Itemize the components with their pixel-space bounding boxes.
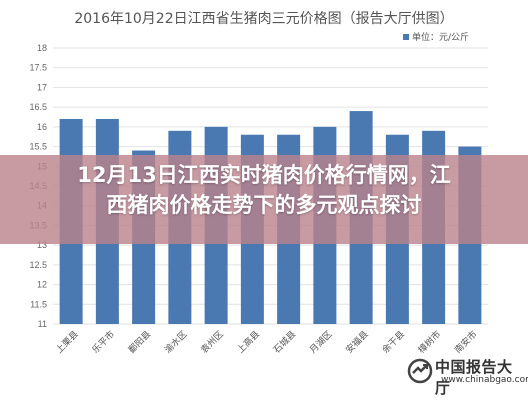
x-tick-label: 渝水区 [162, 328, 189, 355]
chart-title: 2016年10月22日江西省生猪肉三元价格图（报告大厅供图） [74, 11, 454, 27]
y-tick-label: 17 [37, 82, 47, 92]
x-tick-label: 鄱阳县 [126, 329, 152, 355]
headline-line-2: 西猪肉价格走势下的多元观点探讨 [106, 193, 422, 217]
unit-legend: 单位：元/公斤 [403, 30, 469, 43]
watermark: 中国报告大厅 www.chinabgao.com [395, 355, 528, 397]
x-tick-label: 乐平市 [89, 328, 116, 355]
x-tick-label: 上栗县 [54, 329, 80, 355]
y-tick-label: 11 [38, 319, 47, 329]
headline: 12月13日江西实时猪肉价格行情网，江 西猪肉价格走势下的多元观点探讨 [20, 160, 508, 220]
report-hall-logo-icon [407, 358, 433, 384]
x-tick-label: 上高县 [234, 328, 261, 355]
y-tick-label: 12.5 [29, 260, 47, 270]
x-tick-label: 余干县 [379, 328, 406, 355]
headline-band [0, 155, 528, 244]
x-tick-label: 安福县 [343, 328, 370, 355]
x-axis-ticks: 上栗县 乐平市 鄱阳县 渝水区 袁州区 上高县 石城县 月湖区 安福县 余干县 樟树市 南安市 [54, 328, 479, 355]
legend-swatch [403, 33, 409, 40]
watermark-name: 中国报告大厅 [435, 358, 513, 397]
y-tick-label: 13 [37, 240, 47, 250]
y-tick-label: 16 [37, 122, 47, 132]
y-tick-label: 11.5 [30, 299, 47, 309]
y-tick-label: 16.5 [29, 102, 47, 112]
unit-legend-label: 单位：元/公斤 [412, 33, 470, 43]
y-tick-label: 18 [37, 43, 47, 53]
x-tick-label: 樟树市 [416, 328, 443, 355]
y-tick-label: 17.5 [29, 63, 47, 73]
x-tick-label: 南安市 [452, 328, 479, 355]
x-tick-label: 石城县 [271, 329, 297, 355]
x-tick-label: 月湖区 [308, 329, 334, 355]
watermark-url: www.chinabgao.com [441, 375, 528, 385]
y-tick-label: 15.5 [29, 142, 47, 152]
y-tick-label: 12 [37, 280, 47, 290]
headline-line-1: 12月13日江西实时猪肉价格行情网，江 [77, 163, 451, 187]
x-tick-label: 袁州区 [198, 328, 225, 355]
